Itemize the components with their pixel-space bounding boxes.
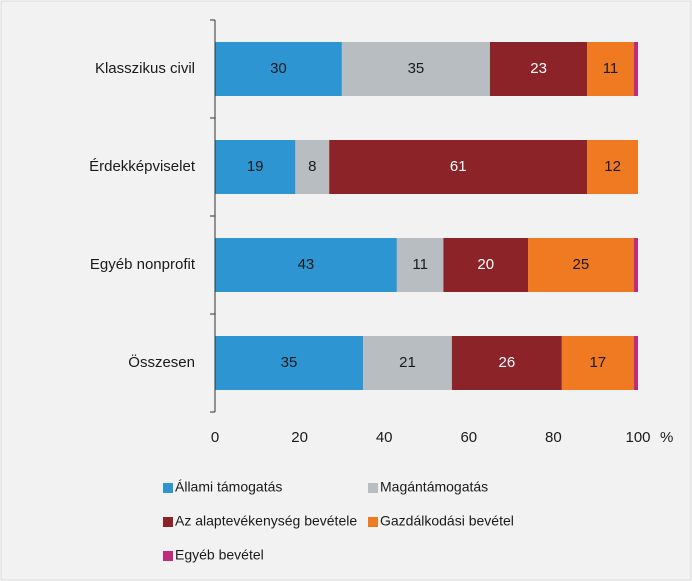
bar-segment — [451, 336, 562, 390]
data-label: 26 — [499, 354, 516, 371]
data-label: 20 — [477, 256, 494, 273]
y-tick-label: Összesen — [128, 353, 195, 371]
bar-segment — [295, 140, 330, 194]
data-label: 11 — [412, 256, 428, 273]
data-label: 11 — [603, 60, 619, 77]
bar-segment — [633, 42, 638, 96]
data-label: 23 — [530, 60, 547, 77]
y-tick-label: Egyéb nonprofit — [90, 256, 196, 273]
legend-label: Egyéb bevétel — [175, 547, 264, 563]
legend-label: Állami támogatás — [175, 479, 282, 495]
legend-swatch — [163, 483, 173, 493]
bar-segment — [443, 238, 529, 292]
bar-segment — [489, 42, 588, 96]
legend-label: Az alaptevékenység bevétele — [175, 513, 357, 529]
data-label: 35 — [408, 60, 425, 77]
bar-segment — [633, 336, 638, 390]
legend-label: Gazdálkodási bevétel — [380, 513, 514, 529]
data-label: 17 — [589, 354, 606, 371]
data-label: 8 — [308, 158, 316, 175]
bar-segment — [215, 336, 364, 390]
y-tick-label: Érdekképviselet — [89, 158, 196, 175]
x-tick-label: 60 — [460, 429, 477, 446]
x-tick-label: 100 — [625, 429, 650, 446]
y-tick-label: Klasszikus civil — [95, 60, 195, 77]
data-label: 25 — [573, 256, 590, 273]
x-tick-label: 80 — [545, 429, 562, 446]
bar-segment — [633, 238, 638, 292]
bar-segment — [215, 238, 397, 292]
x-tick-label: 0 — [211, 429, 219, 446]
bar-segment — [215, 42, 342, 96]
bar-segment — [363, 336, 452, 390]
bar-segment — [396, 238, 444, 292]
data-label: 43 — [298, 256, 315, 273]
bar-segment — [528, 238, 634, 292]
x-tick-label: 40 — [376, 429, 393, 446]
legend-label: Magántámogatás — [380, 479, 488, 495]
bar-segment — [329, 140, 588, 194]
data-label: 61 — [450, 158, 467, 175]
bar-segment — [587, 140, 638, 194]
data-label: 30 — [270, 60, 287, 77]
legend-swatch — [368, 517, 378, 527]
bar-segment — [215, 140, 296, 194]
legend-swatch — [163, 517, 173, 527]
bar-segment — [561, 336, 634, 390]
legend-swatch — [163, 551, 173, 561]
bar-segment — [341, 42, 490, 96]
x-tick-label: 20 — [291, 429, 308, 446]
data-label: 21 — [399, 354, 416, 371]
data-label: 19 — [247, 158, 264, 175]
x-axis-label: % — [660, 429, 673, 446]
data-label: 35 — [281, 354, 298, 371]
bar-segment — [587, 42, 634, 96]
data-label: 12 — [604, 158, 621, 175]
legend-swatch — [368, 483, 378, 493]
